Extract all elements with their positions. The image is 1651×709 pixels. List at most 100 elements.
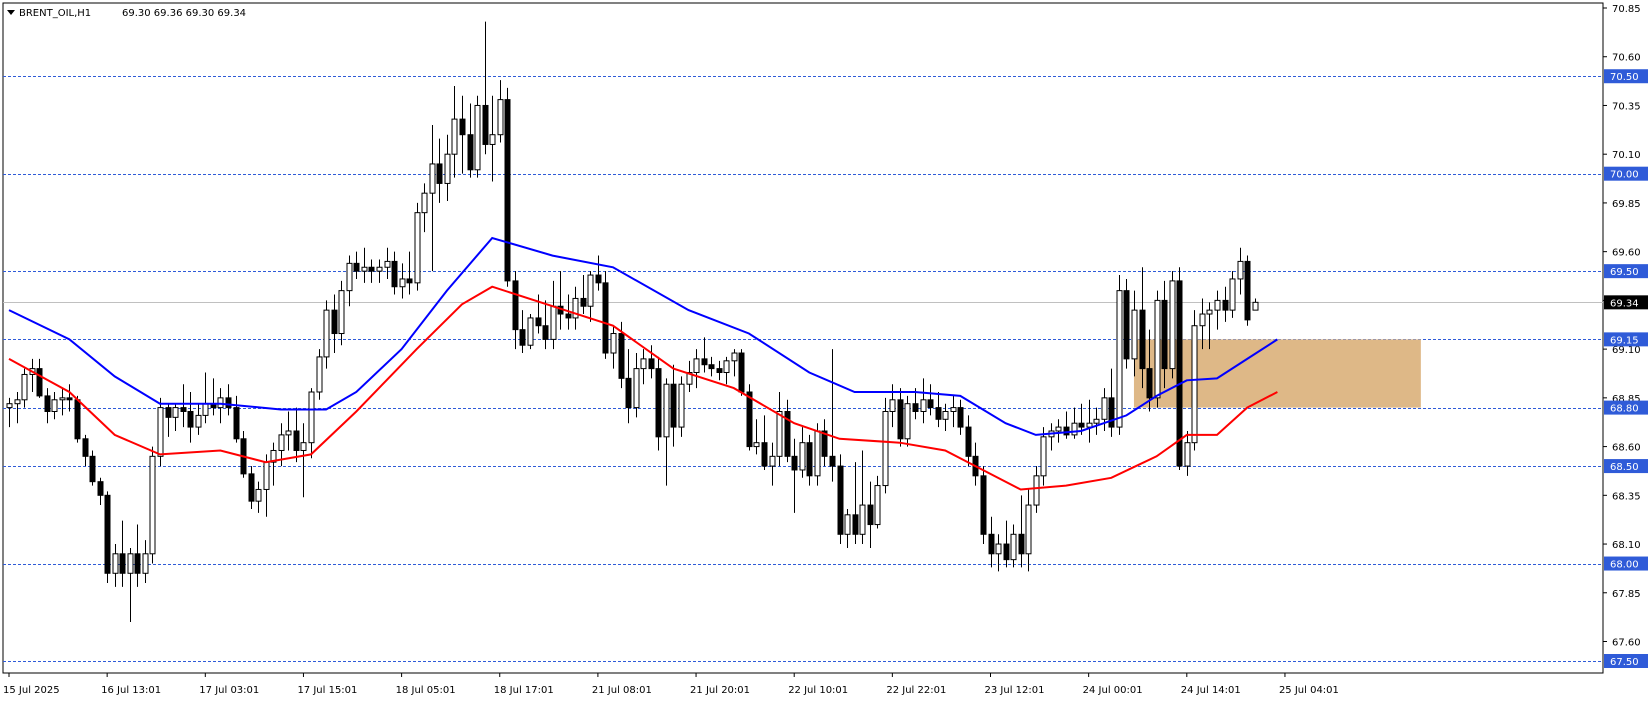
- candle[interactable]: [127, 547, 134, 623]
- candle[interactable]: [837, 454, 844, 545]
- candle[interactable]: [935, 392, 942, 428]
- candle[interactable]: [316, 349, 323, 400]
- candle[interactable]: [882, 397, 889, 494]
- candle[interactable]: [157, 397, 164, 467]
- candle[interactable]: [1040, 427, 1047, 486]
- candle[interactable]: [512, 271, 519, 350]
- candle[interactable]: [149, 446, 156, 564]
- candle[interactable]: [912, 388, 919, 420]
- candle[interactable]: [233, 395, 240, 443]
- candle[interactable]: [829, 349, 836, 482]
- candle[interactable]: [1108, 368, 1115, 437]
- candle[interactable]: [1206, 302, 1213, 350]
- candle[interactable]: [1116, 275, 1123, 435]
- candle[interactable]: [670, 364, 677, 447]
- candle[interactable]: [504, 87, 511, 287]
- candle[interactable]: [285, 411, 292, 451]
- candle[interactable]: [1237, 247, 1244, 295]
- candle[interactable]: [1123, 278, 1130, 369]
- candle[interactable]: [738, 349, 745, 396]
- candle[interactable]: [331, 294, 338, 354]
- candle[interactable]: [14, 392, 21, 424]
- candle[interactable]: [602, 271, 609, 359]
- candle[interactable]: [769, 442, 776, 486]
- candle[interactable]: [587, 271, 594, 322]
- candle[interactable]: [406, 251, 413, 295]
- candle[interactable]: [376, 259, 383, 283]
- candle[interactable]: [474, 95, 481, 178]
- candle[interactable]: [527, 314, 534, 350]
- candle[interactable]: [112, 544, 119, 587]
- candle[interactable]: [414, 202, 421, 291]
- candle[interactable]: [384, 247, 391, 279]
- candle[interactable]: [104, 491, 111, 584]
- candle[interactable]: [746, 384, 753, 451]
- candle[interactable]: [1010, 524, 1017, 568]
- candle[interactable]: [308, 388, 315, 459]
- candle[interactable]: [338, 280, 345, 346]
- candle[interactable]: [89, 450, 96, 486]
- candle[interactable]: [1093, 407, 1100, 435]
- candle[interactable]: [1063, 411, 1070, 439]
- candle[interactable]: [44, 388, 51, 424]
- candle[interactable]: [6, 397, 13, 428]
- candle[interactable]: [776, 392, 783, 467]
- candle[interactable]: [270, 442, 277, 486]
- candle[interactable]: [36, 358, 43, 398]
- candle[interactable]: [1055, 419, 1062, 443]
- candle[interactable]: [467, 103, 474, 178]
- candle[interactable]: [572, 286, 579, 330]
- candle[interactable]: [686, 360, 693, 393]
- candle[interactable]: [187, 392, 194, 443]
- candle[interactable]: [21, 368, 28, 408]
- candle[interactable]: [897, 388, 904, 447]
- candle[interactable]: [361, 247, 368, 283]
- candle[interactable]: [1146, 329, 1153, 412]
- candle[interactable]: [542, 300, 549, 350]
- candle[interactable]: [957, 399, 964, 435]
- candle[interactable]: [51, 392, 58, 420]
- candle[interactable]: [844, 508, 851, 548]
- candle[interactable]: [852, 462, 859, 545]
- candle[interactable]: [1025, 489, 1032, 572]
- candle[interactable]: [74, 395, 81, 443]
- candle[interactable]: [165, 403, 172, 437]
- candle[interactable]: [950, 395, 957, 428]
- candle[interactable]: [980, 466, 987, 545]
- candle[interactable]: [942, 403, 949, 431]
- candle[interactable]: [1003, 520, 1010, 568]
- plot-area[interactable]: [2, 2, 1604, 674]
- candle[interactable]: [874, 475, 881, 529]
- candle[interactable]: [693, 349, 700, 389]
- candle[interactable]: [293, 407, 300, 463]
- candle[interactable]: [610, 325, 617, 369]
- candle[interactable]: [663, 378, 670, 486]
- candle[interactable]: [867, 481, 874, 548]
- candle[interactable]: [444, 134, 451, 201]
- candle[interactable]: [353, 251, 360, 279]
- candle[interactable]: [595, 255, 602, 291]
- candle[interactable]: [421, 183, 428, 233]
- candle[interactable]: [323, 300, 330, 369]
- candle[interactable]: [519, 310, 526, 354]
- chevron-down-icon[interactable]: [7, 10, 15, 15]
- candle[interactable]: [708, 356, 715, 377]
- candle[interactable]: [1184, 430, 1191, 476]
- candle[interactable]: [451, 85, 458, 178]
- candle[interactable]: [625, 349, 632, 424]
- candle[interactable]: [791, 438, 798, 513]
- candle[interactable]: [59, 388, 66, 416]
- candle[interactable]: [399, 263, 406, 299]
- candle[interactable]: [1131, 290, 1138, 377]
- candle[interactable]: [753, 419, 760, 455]
- candle[interactable]: [1222, 286, 1229, 322]
- candle[interactable]: [134, 524, 141, 587]
- candle[interactable]: [119, 520, 126, 587]
- candle[interactable]: [1199, 298, 1206, 350]
- candle[interactable]: [300, 423, 307, 498]
- candle[interactable]: [82, 434, 89, 467]
- candle[interactable]: [716, 360, 723, 381]
- candle[interactable]: [1161, 280, 1168, 389]
- candle[interactable]: [482, 21, 489, 155]
